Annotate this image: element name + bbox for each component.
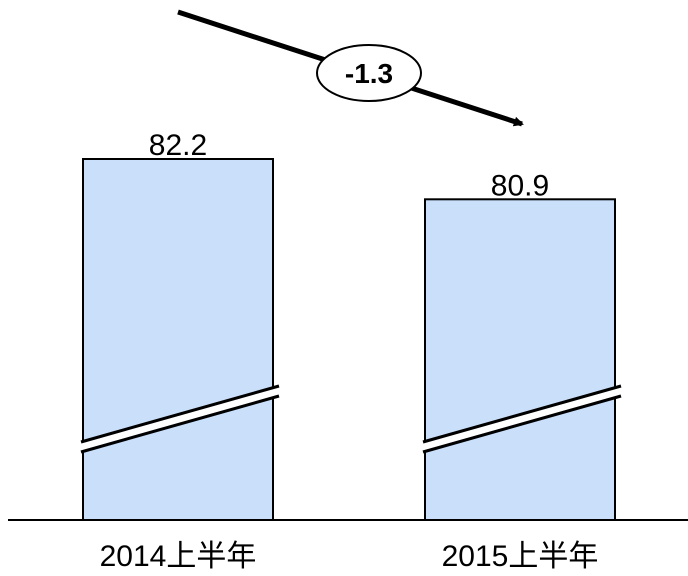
value-label: 80.9 [491,169,549,202]
category-label: 2015上半年 [442,540,599,573]
axis-break-line [80,394,280,454]
change-label: -1.3 [345,58,393,89]
bar [82,158,274,521]
axis-break [423,386,621,452]
axis-break-line [422,384,622,444]
labels-layer: 82.2 2014上半年 80.9 2015上半年 [100,129,599,573]
change-badge: -1.3 [316,44,422,102]
bar [424,198,616,522]
bars-layer [80,158,622,522]
change-badge-ellipse [316,44,422,102]
axis-break-line [80,384,280,444]
category-label: 2014上半年 [100,540,257,573]
axis-break-line [422,394,622,454]
value-label: 82.2 [149,129,207,162]
axis-break [81,386,279,452]
